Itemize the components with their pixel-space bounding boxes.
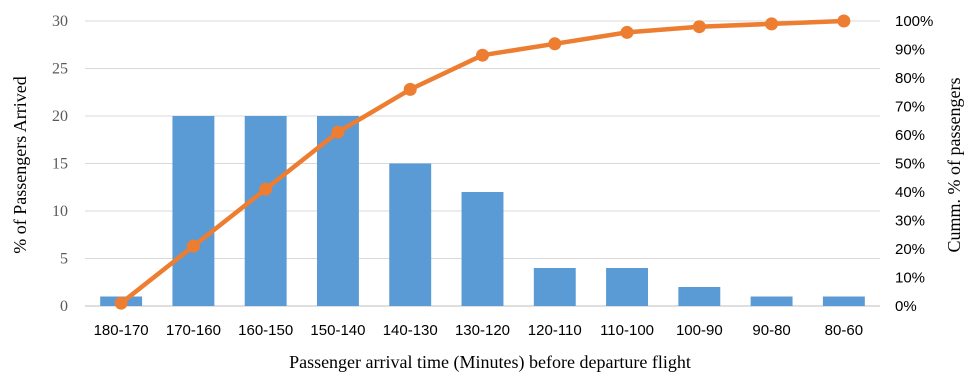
line-point	[331, 125, 345, 139]
line-point	[403, 82, 417, 96]
y2-tick-label: 40%	[895, 184, 925, 201]
line-point	[692, 20, 706, 34]
x-tick-label: 150-140	[310, 322, 365, 339]
x-tick-label: 130-120	[455, 322, 510, 339]
bar	[172, 116, 215, 306]
x-tick-label: 110-100	[600, 322, 654, 339]
bar	[606, 268, 649, 306]
left-axis-ticks: 0 5 10 15 20 25 30	[52, 13, 68, 315]
y2-tick-label: 30%	[895, 213, 925, 230]
line-point	[548, 37, 562, 51]
y-axis-title: % of Passengers Arrived	[10, 76, 30, 253]
y2-tick-label: 80%	[895, 70, 925, 87]
line-point	[476, 48, 489, 62]
x-tick-label: 160-150	[238, 322, 293, 339]
y2-tick-label: 50%	[895, 156, 925, 173]
y-tick-label: 25	[52, 61, 68, 78]
line-point	[186, 239, 200, 253]
x-tick-label: 120-110	[528, 322, 582, 339]
y2-tick-label: 0%	[895, 298, 917, 315]
line-point	[837, 14, 851, 28]
line-point	[765, 17, 779, 31]
bar	[461, 192, 504, 306]
x-tick-label: 180-170	[94, 322, 149, 339]
right-axis-ticks: 0% 10% 20% 30% 40% 50% 60% 70% 80% 90% 100%	[895, 13, 933, 315]
x-tick-label: 100-90	[676, 322, 723, 339]
x-tick-label: 80-60	[825, 322, 863, 339]
x-axis-title: Passenger arrival time (Minutes) before …	[289, 352, 691, 373]
y2-axis-title: Cumm. % of passengers	[944, 78, 964, 253]
category-axis-ticks: 180-170 170-160 160-150 150-140 140-130 130-1…	[94, 322, 863, 339]
bar	[316, 116, 359, 306]
line-point	[259, 182, 273, 196]
bar-series	[100, 116, 865, 306]
x-tick-label: 170-160	[166, 322, 221, 339]
y-tick-label: 5	[60, 251, 68, 268]
y2-tick-label: 70%	[895, 99, 925, 116]
bar	[678, 287, 721, 306]
line-point	[114, 296, 128, 310]
bar	[822, 296, 865, 306]
y2-tick-label: 10%	[895, 270, 925, 287]
y-tick-label: 15	[52, 156, 68, 173]
y-tick-label: 20	[52, 108, 68, 125]
line-point	[620, 25, 634, 39]
bar	[533, 268, 576, 306]
x-tick-label: 90-80	[752, 322, 790, 339]
y-tick-label: 30	[52, 13, 68, 30]
bar	[244, 116, 287, 306]
bar	[750, 296, 793, 306]
y-tick-label: 10	[52, 203, 68, 220]
bar	[389, 163, 432, 306]
line-series	[114, 14, 851, 310]
y2-tick-label: 90%	[895, 42, 925, 59]
y2-tick-label: 100%	[895, 13, 933, 30]
y2-tick-label: 20%	[895, 241, 925, 258]
x-tick-label: 140-130	[383, 322, 438, 339]
y2-tick-label: 60%	[895, 127, 925, 144]
y-tick-label: 0	[60, 298, 68, 315]
